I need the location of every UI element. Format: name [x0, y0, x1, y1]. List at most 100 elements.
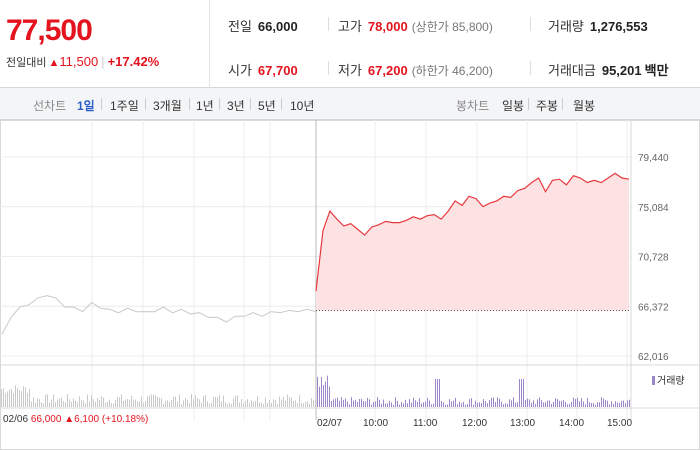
- volume-bar: [363, 400, 364, 407]
- volume-bar: [515, 402, 516, 407]
- tab-1day[interactable]: 1일: [77, 99, 95, 113]
- volume-bar: [245, 401, 246, 407]
- volume-bar: [419, 398, 420, 407]
- volume-bar: [587, 397, 588, 407]
- stat-divider: [530, 61, 531, 75]
- volume-bar: [205, 395, 206, 407]
- volume-bar: [381, 403, 382, 407]
- volume-bar: [569, 403, 570, 407]
- volume-bar: [251, 400, 252, 407]
- volume-bar: [261, 402, 262, 407]
- stat-value: 66,000: [257, 19, 298, 34]
- volume-bar: [255, 401, 256, 407]
- volume-bar: [307, 400, 308, 407]
- change-summary: 전일대비 ▲11,500 | +17.42%: [6, 54, 159, 70]
- volume-bar: [495, 401, 496, 407]
- volume-bar: [517, 402, 518, 407]
- volume-bar: [177, 401, 178, 407]
- volume-bar: [141, 396, 142, 407]
- volume-bar: [443, 402, 444, 407]
- volume-bar: [23, 386, 24, 407]
- volume-bar: [397, 400, 398, 407]
- up-arrow-icon: ▲: [64, 414, 75, 425]
- volume-bar: [629, 399, 630, 407]
- volume-bar: [329, 386, 330, 407]
- volume-bar: [105, 402, 106, 407]
- volume-bar: [613, 403, 614, 407]
- volume-bar: [195, 395, 196, 407]
- volume-bar: [207, 401, 208, 407]
- volume-bar: [259, 402, 260, 407]
- prev-day-change-pct: (+10.18%): [101, 414, 149, 425]
- tab-divider: [562, 98, 563, 110]
- tab-weekly-candle[interactable]: 주봉: [536, 99, 559, 113]
- volume-bar: [71, 401, 72, 407]
- volume-bar: [351, 397, 352, 407]
- tab-3month[interactable]: 3개월: [153, 99, 182, 113]
- volume-bar: [411, 402, 412, 407]
- volume-bar: [231, 403, 232, 407]
- volume-bar: [87, 394, 88, 407]
- volume-bar: [489, 399, 490, 407]
- volume-bar: [553, 401, 554, 407]
- volume-bar: [1, 389, 2, 407]
- volume-bar: [463, 401, 464, 407]
- volume-bar: [501, 401, 502, 407]
- tab-divider: [281, 98, 282, 110]
- volume-bar: [473, 404, 474, 407]
- volume-bar: [535, 403, 536, 407]
- volume-bar: [457, 404, 458, 407]
- y-axis-ticks: 79,440 75,084 70,728 66,372 62,016: [638, 153, 669, 363]
- volume-bar: [377, 397, 378, 407]
- volume-bar: [487, 403, 488, 407]
- volume-bar: [551, 404, 552, 407]
- tab-daily-candle[interactable]: 일봉: [502, 99, 525, 113]
- y-tick-label: 79,440: [638, 153, 669, 164]
- stat-unit: 백만: [644, 63, 669, 78]
- volume-bar: [271, 402, 272, 407]
- volume-bar: [609, 404, 610, 407]
- tab-1week[interactable]: 1주일: [110, 99, 139, 113]
- volume-bar: [347, 401, 348, 407]
- volume-bar: [215, 397, 216, 407]
- volume-bar: [555, 398, 556, 407]
- volume-bar: [187, 399, 188, 407]
- volume-bar: [11, 388, 12, 407]
- volume-bar: [41, 402, 42, 407]
- volume-bar: [467, 403, 468, 407]
- volume-bar: [593, 403, 594, 407]
- volume-bar: [393, 404, 394, 407]
- volume-bar: [33, 397, 34, 407]
- volume-bar: [101, 396, 102, 407]
- volume-bar: [331, 401, 332, 407]
- tab-monthly-candle[interactable]: 월봉: [573, 99, 596, 113]
- volume-bar: [447, 404, 448, 407]
- volume-bar: [113, 403, 114, 407]
- tab-1year[interactable]: 1년: [196, 99, 214, 113]
- volume-bar: [413, 397, 414, 407]
- tab-3year[interactable]: 3년: [227, 99, 245, 113]
- volume-bar: [299, 395, 300, 407]
- volume-bar: [275, 399, 276, 407]
- volume-bar: [321, 377, 322, 407]
- price-summary: 77,500 전일대비 ▲11,500 | +17.42%: [0, 0, 210, 88]
- volume-bar: [25, 387, 26, 407]
- volume-bar: [621, 400, 622, 407]
- volume-bar: [279, 396, 280, 407]
- volume-bar: [131, 395, 132, 407]
- volume-bar: [325, 381, 326, 407]
- tab-divider: [101, 98, 102, 110]
- volume-bar: [151, 394, 152, 407]
- tab-5year[interactable]: 5년: [258, 99, 276, 113]
- stat-divider: [328, 17, 329, 31]
- volume-bar: [505, 403, 506, 407]
- intraday-price-chart: 79,440 75,084 70,728 66,372 62,016 02/07 10:0…: [0, 120, 700, 450]
- volume-bar: [97, 397, 98, 407]
- volume-bar: [155, 395, 156, 407]
- volume-bar: [349, 404, 350, 407]
- volume-bar: [47, 394, 48, 407]
- volume-bar: [573, 397, 574, 407]
- tab-10year[interactable]: 10년: [290, 99, 315, 113]
- volume-bar: [143, 402, 144, 407]
- volume-bar: [15, 385, 16, 407]
